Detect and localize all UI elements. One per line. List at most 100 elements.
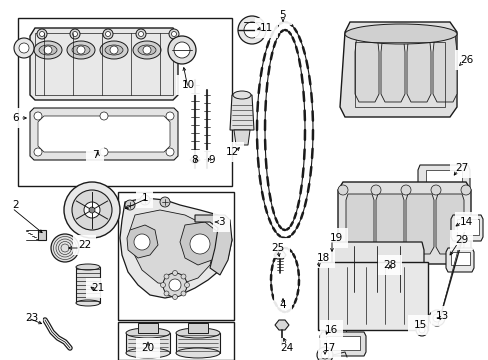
Circle shape — [171, 31, 176, 36]
Text: 15: 15 — [412, 320, 426, 330]
Text: 5: 5 — [279, 10, 286, 20]
Circle shape — [100, 148, 108, 156]
Text: 29: 29 — [454, 235, 468, 245]
Text: 8: 8 — [191, 155, 198, 165]
Circle shape — [163, 273, 186, 297]
Text: 16: 16 — [325, 325, 338, 335]
Circle shape — [460, 185, 470, 195]
Text: 11: 11 — [260, 23, 273, 33]
Bar — [118, 322, 234, 360]
Circle shape — [64, 182, 120, 238]
Polygon shape — [406, 34, 430, 102]
Circle shape — [165, 112, 174, 120]
Circle shape — [430, 185, 440, 195]
Polygon shape — [274, 320, 288, 330]
Polygon shape — [38, 230, 46, 240]
Circle shape — [70, 29, 80, 39]
Text: 1: 1 — [141, 193, 148, 203]
Polygon shape — [120, 198, 231, 298]
Polygon shape — [331, 242, 423, 297]
Text: 21: 21 — [91, 283, 104, 293]
Circle shape — [370, 185, 380, 195]
Circle shape — [134, 234, 150, 250]
Polygon shape — [319, 332, 365, 356]
Text: 24: 24 — [280, 343, 293, 353]
Text: 14: 14 — [459, 217, 472, 227]
Circle shape — [125, 200, 135, 210]
Polygon shape — [380, 34, 404, 102]
Bar — [76, 267, 100, 303]
Circle shape — [165, 148, 174, 156]
Ellipse shape — [100, 41, 128, 59]
Circle shape — [169, 279, 181, 291]
Text: 13: 13 — [435, 311, 448, 321]
Circle shape — [19, 43, 29, 53]
Polygon shape — [346, 194, 373, 254]
Polygon shape — [317, 262, 427, 330]
Text: 9: 9 — [207, 155, 214, 165]
Circle shape — [163, 291, 169, 296]
Text: 23: 23 — [25, 313, 38, 323]
Text: 22: 22 — [78, 240, 91, 250]
Polygon shape — [417, 165, 469, 195]
Text: 3: 3 — [218, 217, 224, 227]
Polygon shape — [180, 222, 220, 265]
Circle shape — [100, 112, 108, 120]
Polygon shape — [432, 34, 456, 102]
Circle shape — [181, 291, 185, 296]
Circle shape — [89, 207, 95, 213]
Circle shape — [418, 327, 424, 333]
Text: 27: 27 — [454, 163, 468, 173]
Circle shape — [34, 112, 42, 120]
Circle shape — [34, 148, 42, 156]
Circle shape — [72, 31, 77, 36]
Circle shape — [174, 42, 190, 58]
Bar — [187, 323, 207, 333]
Bar — [325, 336, 359, 350]
Text: 17: 17 — [323, 343, 336, 353]
Circle shape — [110, 46, 118, 54]
Circle shape — [337, 185, 347, 195]
Ellipse shape — [176, 348, 220, 358]
Ellipse shape — [138, 45, 156, 55]
Circle shape — [238, 16, 265, 44]
Text: 28: 28 — [383, 260, 396, 270]
Ellipse shape — [76, 300, 100, 306]
Circle shape — [77, 46, 85, 54]
Circle shape — [14, 38, 34, 58]
Text: 25: 25 — [271, 243, 284, 253]
Polygon shape — [435, 194, 463, 254]
Ellipse shape — [232, 91, 250, 99]
Bar — [35, 33, 173, 95]
Polygon shape — [229, 95, 253, 130]
Circle shape — [105, 31, 110, 36]
Circle shape — [400, 185, 410, 195]
Polygon shape — [127, 225, 158, 258]
Text: 19: 19 — [329, 233, 343, 243]
Circle shape — [140, 195, 150, 205]
Circle shape — [160, 283, 165, 288]
Circle shape — [37, 29, 47, 39]
Bar — [126, 333, 170, 353]
Polygon shape — [445, 248, 473, 272]
Text: 20: 20 — [141, 343, 154, 353]
Ellipse shape — [126, 348, 170, 358]
Circle shape — [136, 29, 146, 39]
Circle shape — [72, 190, 112, 230]
Text: 4: 4 — [279, 300, 286, 310]
Bar — [425, 170, 461, 188]
Bar — [450, 252, 469, 265]
Text: 12: 12 — [225, 147, 238, 157]
Circle shape — [428, 310, 444, 326]
Ellipse shape — [105, 45, 123, 55]
Circle shape — [432, 314, 440, 322]
Circle shape — [44, 46, 52, 54]
Circle shape — [138, 31, 143, 36]
Circle shape — [190, 234, 209, 254]
Polygon shape — [273, 251, 285, 259]
Circle shape — [172, 294, 177, 300]
Text: 2: 2 — [12, 200, 19, 210]
Circle shape — [40, 31, 44, 36]
Circle shape — [172, 270, 177, 275]
Circle shape — [103, 29, 113, 39]
